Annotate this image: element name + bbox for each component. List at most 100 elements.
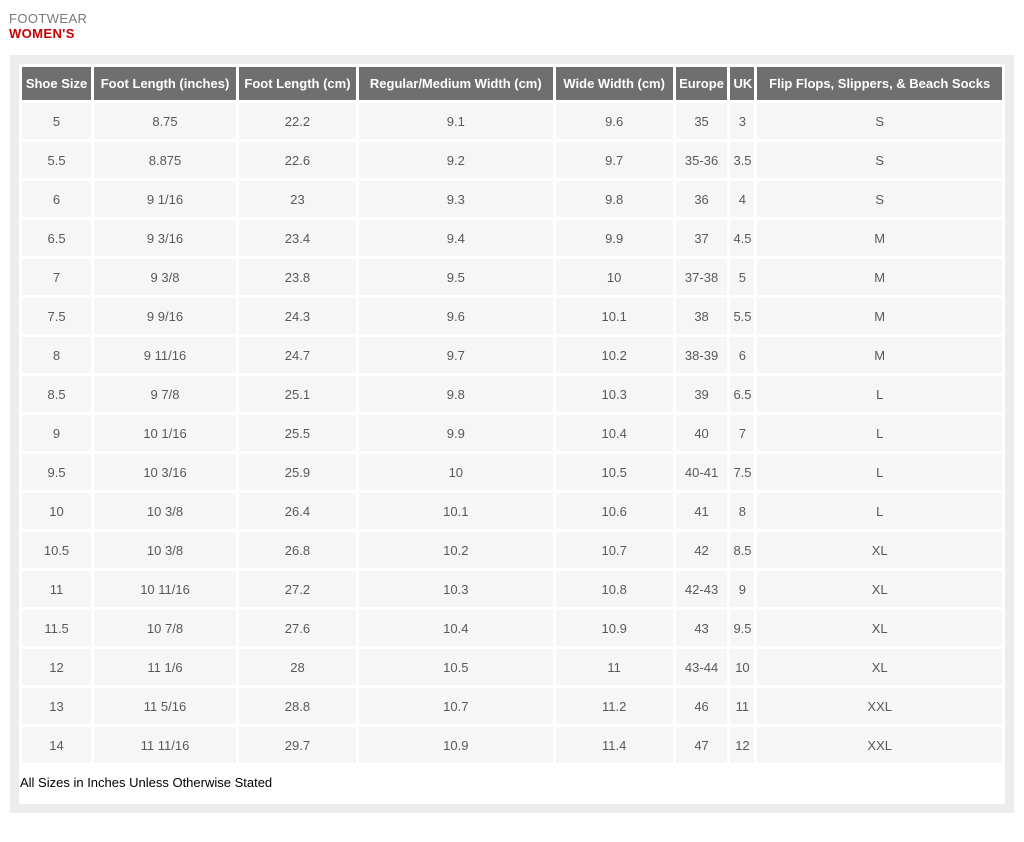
- table-cell: 9: [22, 415, 92, 451]
- table-cell: M: [757, 220, 1002, 256]
- table-cell: XL: [757, 532, 1002, 568]
- table-row: 11 10 11/16 27.2 10.3 10.8 42-43 9 XL: [22, 571, 1002, 607]
- table-cell: 8: [730, 493, 755, 529]
- table-cell: 11.5: [22, 610, 92, 646]
- table-cell: 10.7: [358, 688, 553, 724]
- table-cell: 11 1/6: [94, 649, 236, 685]
- table-cell: 4: [730, 181, 755, 217]
- table-cell: 9.2: [358, 142, 553, 178]
- table-row: 10.5 10 3/8 26.8 10.2 10.7 42 8.5 XL: [22, 532, 1002, 568]
- table-cell: S: [757, 142, 1002, 178]
- table-cell: 10.3: [555, 376, 673, 412]
- column-header: Wide Width (cm): [555, 67, 673, 100]
- table-cell: 10.9: [555, 610, 673, 646]
- table-cell: 36: [675, 181, 728, 217]
- table-cell: 10.1: [555, 298, 673, 334]
- size-chart-table: Shoe Size Foot Length (inches) Foot Length…: [19, 64, 1005, 766]
- table-cell: M: [757, 298, 1002, 334]
- table-cell: 9 3/16: [94, 220, 236, 256]
- table-cell: 11.4: [555, 727, 673, 763]
- table-cell: 9 9/16: [94, 298, 236, 334]
- table-cell: 10.2: [555, 337, 673, 373]
- table-cell: 5: [730, 259, 755, 295]
- table-cell: 10 3/16: [94, 454, 236, 490]
- table-cell: 10.5: [555, 454, 673, 490]
- table-cell: XL: [757, 571, 1002, 607]
- table-cell: 5: [22, 103, 92, 139]
- table-cell: 23: [238, 181, 356, 217]
- table-cell: 10.5: [358, 649, 553, 685]
- table-cell: 10: [555, 259, 673, 295]
- table-cell: 9: [730, 571, 755, 607]
- table-cell: 24.7: [238, 337, 356, 373]
- table-cell: XL: [757, 610, 1002, 646]
- table-cell: 22.2: [238, 103, 356, 139]
- table-cell: 6.5: [730, 376, 755, 412]
- size-chart-head: Shoe Size Foot Length (inches) Foot Length…: [22, 67, 1002, 100]
- table-cell: 38-39: [675, 337, 728, 373]
- table-cell: 8.5: [730, 532, 755, 568]
- table-cell: 26.4: [238, 493, 356, 529]
- table-cell: 9.7: [358, 337, 553, 373]
- table-cell: 9.6: [358, 298, 553, 334]
- table-cell: 9.8: [358, 376, 553, 412]
- table-cell: 7: [730, 415, 755, 451]
- table-cell: 6: [730, 337, 755, 373]
- table-cell: 8: [22, 337, 92, 373]
- table-cell: 10: [358, 454, 553, 490]
- table-cell: 42-43: [675, 571, 728, 607]
- table-cell: 13: [22, 688, 92, 724]
- table-cell: L: [757, 454, 1002, 490]
- column-header: Foot Length (inches): [94, 67, 236, 100]
- table-cell: 22.6: [238, 142, 356, 178]
- table-cell: 10.7: [555, 532, 673, 568]
- table-cell: 43: [675, 610, 728, 646]
- column-header: Flip Flops, Slippers, & Beach Socks: [757, 67, 1002, 100]
- table-cell: 7.5: [730, 454, 755, 490]
- table-cell: 9.9: [358, 415, 553, 451]
- table-cell: 4.5: [730, 220, 755, 256]
- table-cell: XXL: [757, 727, 1002, 763]
- table-row: 13 11 5/16 28.8 10.7 11.2 46 11 XXL: [22, 688, 1002, 724]
- table-cell: 10: [730, 649, 755, 685]
- table-cell: 10 3/8: [94, 532, 236, 568]
- table-cell: 10: [22, 493, 92, 529]
- column-header: UK: [730, 67, 755, 100]
- table-cell: 37: [675, 220, 728, 256]
- table-cell: M: [757, 337, 1002, 373]
- table-cell: M: [757, 259, 1002, 295]
- table-cell: 8.5: [22, 376, 92, 412]
- table-cell: 10 7/8: [94, 610, 236, 646]
- table-cell: 43-44: [675, 649, 728, 685]
- table-row: 5.5 8.875 22.6 9.2 9.7 35-36 3.5 S: [22, 142, 1002, 178]
- table-cell: 10.6: [555, 493, 673, 529]
- table-cell: 25.1: [238, 376, 356, 412]
- table-cell: 9.5: [730, 610, 755, 646]
- table-row: 9.5 10 3/16 25.9 10 10.5 40-41 7.5 L: [22, 454, 1002, 490]
- table-cell: 12: [22, 649, 92, 685]
- table-cell: 37-38: [675, 259, 728, 295]
- table-cell: 9.5: [358, 259, 553, 295]
- table-cell: 11: [22, 571, 92, 607]
- table-cell: 41: [675, 493, 728, 529]
- table-cell: 25.5: [238, 415, 356, 451]
- table-cell: 10.3: [358, 571, 553, 607]
- table-cell: 5.5: [730, 298, 755, 334]
- table-cell: 24.3: [238, 298, 356, 334]
- header-row: Shoe Size Foot Length (inches) Foot Length…: [22, 67, 1002, 100]
- table-cell: 23.4: [238, 220, 356, 256]
- table-row: 8.5 9 7/8 25.1 9.8 10.3 39 6.5 L: [22, 376, 1002, 412]
- table-cell: 25.9: [238, 454, 356, 490]
- table-cell: 39: [675, 376, 728, 412]
- table-cell: 7: [22, 259, 92, 295]
- table-cell: 11 5/16: [94, 688, 236, 724]
- column-header: Regular/Medium Width (cm): [358, 67, 553, 100]
- table-cell: L: [757, 415, 1002, 451]
- table-cell: 28: [238, 649, 356, 685]
- table-row: 6.5 9 3/16 23.4 9.4 9.9 37 4.5 M: [22, 220, 1002, 256]
- footer-note: All Sizes in Inches Unless Otherwise Sta…: [20, 775, 273, 790]
- table-cell: 10 11/16: [94, 571, 236, 607]
